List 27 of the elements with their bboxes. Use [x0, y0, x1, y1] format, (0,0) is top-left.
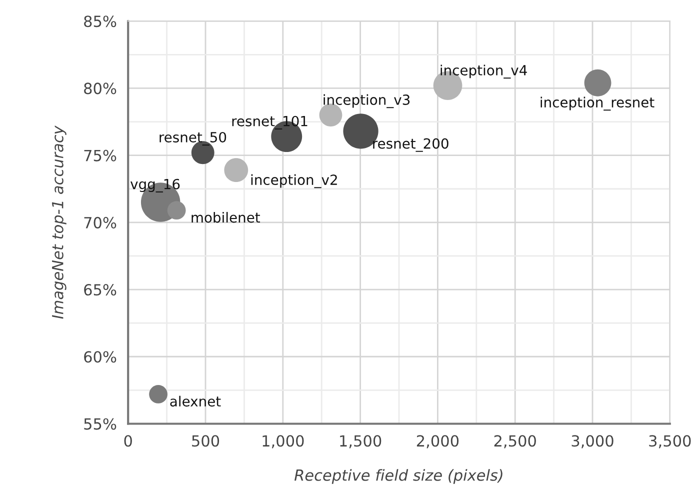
y-axis-title: ImageNet top-1 accuracy — [52, 125, 66, 319]
annotation: inception_resnet — [540, 96, 654, 111]
annotation: resnet_200 — [373, 138, 448, 152]
x-tick-label: 1,500 — [340, 435, 382, 448]
x-axis-title: Receptive field size (pixels) — [294, 469, 502, 484]
annotation: inception_v2 — [251, 174, 337, 188]
annotation: inception_v3 — [324, 94, 410, 108]
x-tick-label: 2,000 — [416, 435, 459, 448]
annotation: alexnet — [170, 396, 221, 407]
y-tick-label: 60% — [84, 351, 116, 363]
x-tick-label: 1,000 — [262, 435, 304, 448]
y-tick-label: 85% — [84, 16, 116, 28]
y-tick-label: 65% — [84, 284, 116, 296]
annotation: resnet_50 — [160, 132, 226, 146]
annotation: inception_v4 — [440, 64, 527, 79]
annotation: resnet_101 — [232, 116, 308, 130]
x-tick-label: 0 — [124, 435, 132, 447]
y-tick-label: 55% — [84, 418, 116, 430]
y-tick-label: 75% — [84, 150, 116, 162]
y-tick-label: 80% — [84, 82, 116, 94]
x-tick-label: 3,000 — [572, 435, 614, 448]
x-tick-label: 500 — [192, 435, 220, 447]
x-tick-label: 3,500 — [649, 435, 691, 448]
annotation: mobilenet — [192, 212, 260, 223]
y-tick-label: 70% — [84, 216, 116, 228]
annotation: vgg_16 — [130, 178, 180, 192]
x-tick-label: 2,500 — [494, 435, 536, 448]
